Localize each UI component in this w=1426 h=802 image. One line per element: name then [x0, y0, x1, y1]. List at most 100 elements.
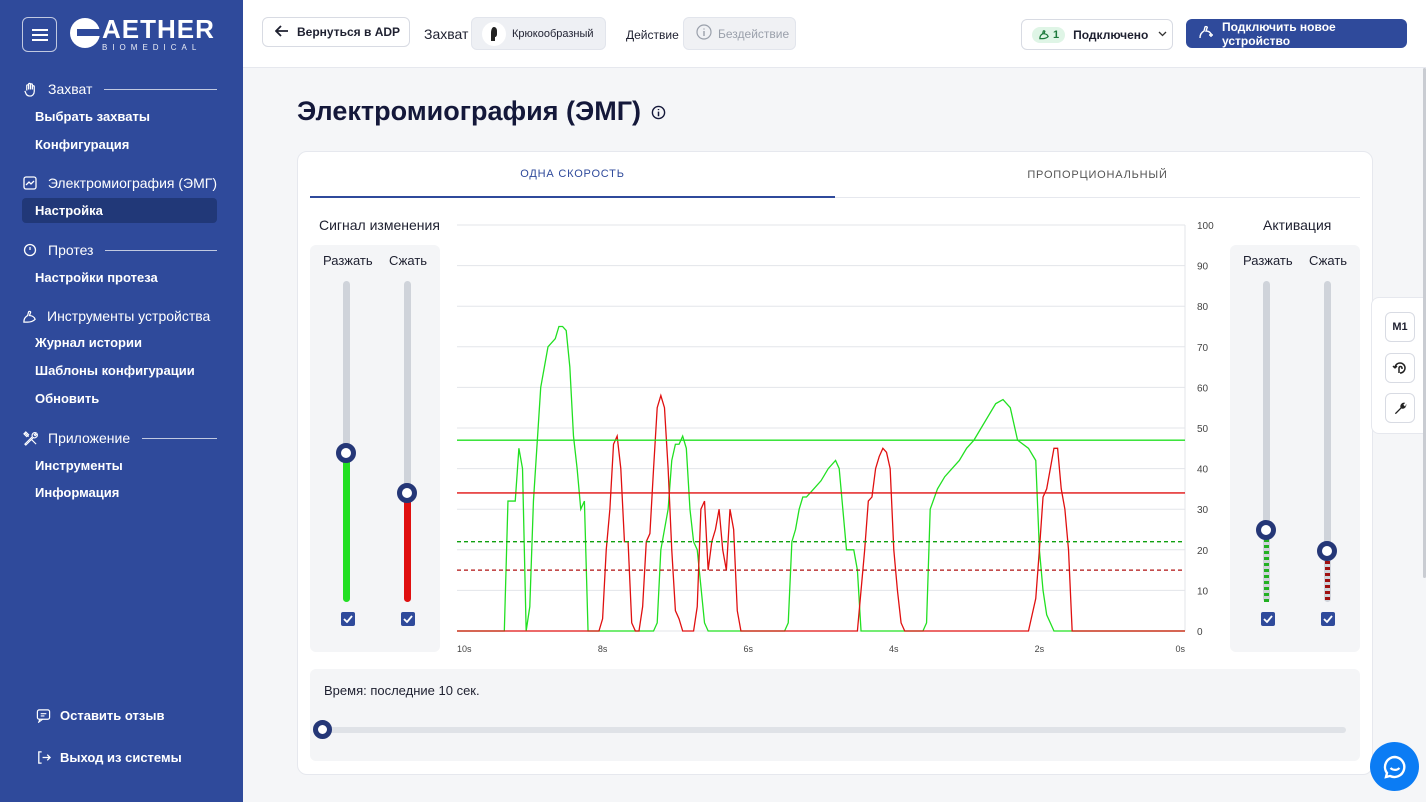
emg-chart: 0 10 20 30 40 50 60 70 80 90 100 10s 8s 6s 4s 2s 0s: [457, 221, 1214, 654]
menu-toggle-button[interactable]: [22, 17, 57, 52]
rotate-hand-button[interactable]: [1385, 353, 1415, 383]
logout-label: Выход из системы: [60, 749, 182, 765]
grip-selector[interactable]: Крюкообразный: [471, 17, 606, 50]
grip-label: Захват: [424, 26, 469, 42]
sidebar-item-emg-settings[interactable]: Настройка: [22, 198, 217, 223]
time-window-label: Время: последние 10 сек.: [324, 683, 480, 698]
signal-close-track[interactable]: [404, 281, 411, 602]
y-tick-label: 90: [1197, 262, 1209, 273]
feedback-link[interactable]: Оставить отзыв: [35, 707, 164, 723]
activation-close-label: Сжать: [1309, 253, 1348, 268]
y-tick-label: 10: [1197, 586, 1209, 597]
activation-close-fill: [1325, 555, 1330, 602]
activation-open-handle[interactable]: [1256, 520, 1276, 540]
sidebar-item-update[interactable]: Обновить: [35, 391, 100, 406]
chevron-down-icon: [1158, 29, 1167, 40]
x-tick-label: 0s: [1175, 644, 1185, 654]
signal-panel-title: Сигнал изменения: [319, 217, 440, 233]
side-toolbar: M1: [1371, 297, 1426, 434]
chat-button[interactable]: [1370, 742, 1419, 791]
divider: [104, 88, 217, 90]
action-label: Действие: [626, 28, 679, 42]
section-title: Протез: [48, 242, 94, 258]
time-slider-track[interactable]: [323, 727, 1346, 733]
section-title: Инструменты устройства: [47, 308, 211, 324]
divider: [142, 437, 217, 439]
checkmark-icon: [403, 615, 413, 623]
y-tick-label: 50: [1197, 424, 1209, 435]
y-tick-label: 20: [1197, 546, 1209, 557]
section-title: Захват: [48, 81, 93, 97]
activation-open-label: Разжать: [1243, 253, 1293, 268]
logout-link[interactable]: Выход из системы: [35, 749, 182, 765]
hand-icon: [22, 81, 38, 97]
sidebar-item-configuration[interactable]: Конфигурация: [35, 137, 130, 152]
activation-open-track[interactable]: [1263, 281, 1270, 602]
page-scrollbar[interactable]: [1423, 68, 1426, 578]
y-tick-label: 100: [1197, 221, 1214, 232]
y-tick-label: 30: [1197, 505, 1209, 516]
sidebar-item-config-templates[interactable]: Шаблоны конфигурации: [35, 363, 195, 378]
mode-m1-button[interactable]: M1: [1385, 312, 1415, 342]
back-label: Вернуться в ADP: [297, 25, 401, 39]
y-tick-label: 70: [1197, 343, 1209, 354]
series-line-0: [457, 325, 1185, 632]
signal-open-checkbox[interactable]: [341, 612, 355, 626]
logo-sub-text: BIOMEDICAL: [102, 43, 202, 52]
signal-open-handle[interactable]: [336, 443, 356, 463]
x-tick-label: 4s: [889, 644, 899, 654]
info-icon[interactable]: [651, 96, 666, 127]
activation-open-fill: [1264, 533, 1269, 602]
time-window-box: Время: последние 10 сек.: [310, 669, 1360, 761]
y-tick-label: 40: [1197, 465, 1209, 476]
signal-open-track[interactable]: [343, 281, 350, 602]
arm-icon: [22, 308, 37, 324]
series-line-1: [457, 393, 1185, 632]
new-device-label: Подключить новое устройство: [1222, 19, 1336, 48]
chart-icon: [22, 175, 38, 191]
activation-close-track[interactable]: [1324, 281, 1331, 602]
time-slider-handle[interactable]: [313, 720, 332, 739]
checkmark-icon: [1263, 615, 1273, 623]
sidebar: AETHER BIOMEDICAL Захват Выбрать захваты…: [0, 0, 243, 802]
section-emg: Электромиография (ЭМГ): [22, 175, 217, 191]
checkmark-icon: [343, 615, 353, 623]
connection-dropdown[interactable]: 1 Подключено: [1021, 19, 1173, 50]
activation-close-checkbox[interactable]: [1321, 612, 1335, 626]
activation-close-handle[interactable]: [1317, 541, 1337, 561]
connection-badge: 1: [1032, 26, 1066, 43]
logout-icon: [35, 749, 51, 765]
grip-value: Крюкообразный: [512, 27, 594, 40]
section-application: Приложение: [22, 430, 217, 446]
topbar: Вернуться в ADP Захват Крюкообразный Дей…: [243, 0, 1426, 68]
hook-grip-icon: [482, 21, 506, 46]
signal-close-checkbox[interactable]: [401, 612, 415, 626]
sidebar-item-select-grips[interactable]: Выбрать захваты: [35, 109, 150, 124]
activation-panel-title: Активация: [1263, 217, 1332, 233]
sidebar-item-prosthesis-settings[interactable]: Настройки протеза: [35, 270, 158, 285]
sidebar-item-tools[interactable]: Инструменты: [35, 458, 123, 473]
tab-proportional[interactable]: ПРОПОРЦИОНАЛЬНЫЙ: [1027, 169, 1168, 181]
section-title: Приложение: [48, 430, 131, 446]
sidebar-item-information[interactable]: Информация: [35, 485, 120, 500]
x-tick-label: 8s: [598, 644, 608, 654]
section-device-tools: Инструменты устройства: [22, 308, 217, 324]
signal-close-handle[interactable]: [397, 483, 417, 503]
y-tick-label: 0: [1197, 627, 1203, 638]
rotate-hand-icon: [1392, 362, 1406, 374]
tab-single-speed[interactable]: ОДНА СКОРОСТЬ: [310, 152, 835, 198]
connect-new-device-button[interactable]: Подключить новое устройство: [1186, 19, 1407, 48]
sidebar-item-history-log[interactable]: Журнал истории: [35, 335, 142, 350]
activation-open-checkbox[interactable]: [1261, 612, 1275, 626]
feedback-icon: [35, 707, 51, 723]
checkmark-icon: [1323, 615, 1333, 623]
arrow-left-icon: [274, 24, 289, 40]
activation-slider-box: Разжать Сжать: [1230, 245, 1360, 652]
section-title: Электромиография (ЭМГ): [47, 175, 217, 191]
logo-main-text: AETHER: [102, 14, 215, 44]
page-title-text: Электромиография (ЭМГ): [297, 96, 641, 126]
hamburger-icon: [31, 28, 48, 41]
wrench-button[interactable]: [1385, 393, 1415, 423]
back-to-adp-button[interactable]: Вернуться в ADP: [262, 17, 410, 47]
arm-icon: [1039, 30, 1049, 40]
